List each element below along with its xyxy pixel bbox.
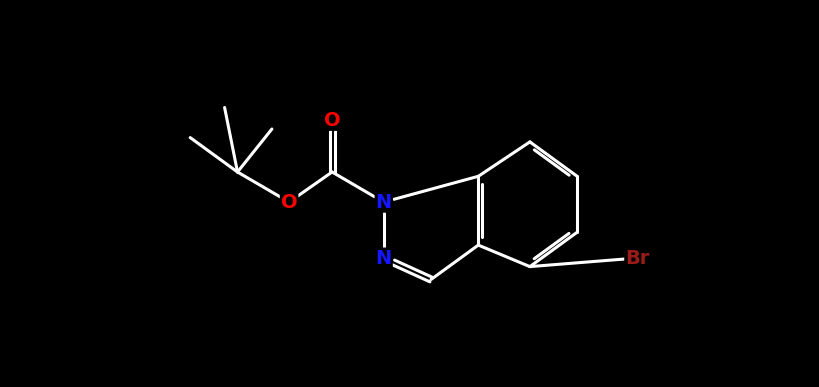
Text: O: O <box>281 193 297 212</box>
Text: Br: Br <box>625 248 649 267</box>
Text: N: N <box>376 248 391 267</box>
Text: O: O <box>324 111 341 130</box>
Text: N: N <box>376 193 391 212</box>
